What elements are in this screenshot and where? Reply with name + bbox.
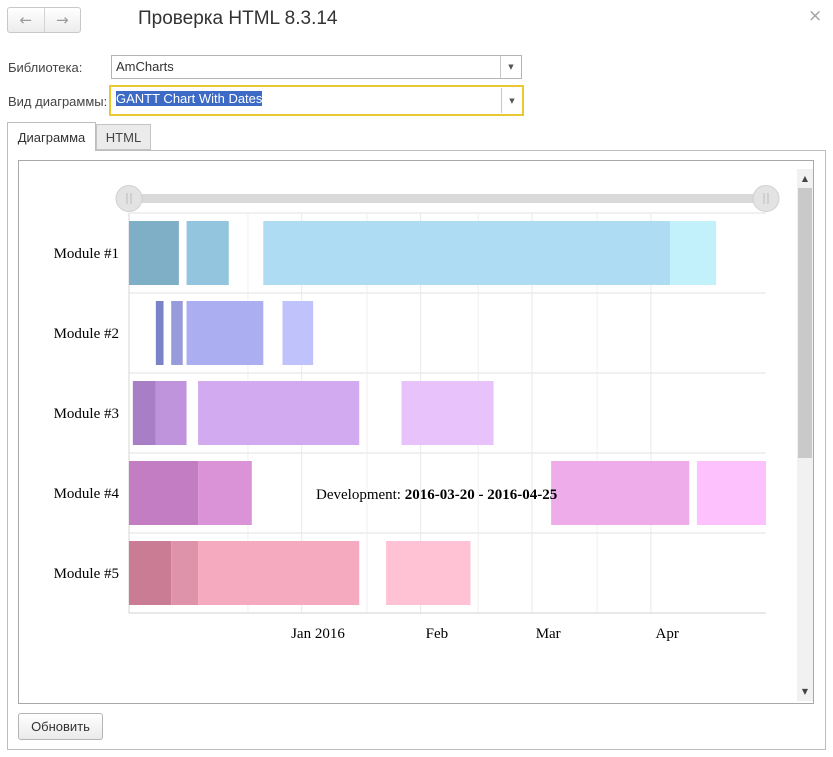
gantt-bar[interactable] bbox=[282, 301, 314, 365]
chart-type-label: Вид диаграммы: bbox=[8, 94, 108, 109]
close-icon[interactable]: × bbox=[808, 6, 823, 26]
navigation-buttons: ← → bbox=[7, 7, 81, 33]
gantt-bar[interactable] bbox=[171, 541, 199, 605]
chart-container: Module #1 Module #2 Module #3 Module #4 Modu… bbox=[18, 160, 814, 704]
gantt-bar[interactable] bbox=[155, 301, 164, 365]
forward-icon[interactable]: → bbox=[43, 8, 81, 32]
scroll-up-icon[interactable]: ▲ bbox=[801, 174, 809, 183]
chevron-down-icon[interactable]: ▼ bbox=[501, 88, 522, 113]
gantt-bar[interactable] bbox=[129, 461, 199, 525]
category-label: Module #2 bbox=[54, 326, 119, 342]
category-label: Module #4 bbox=[54, 486, 120, 502]
gantt-bar[interactable] bbox=[696, 461, 766, 525]
tab-diagram[interactable]: Диаграмма bbox=[7, 122, 96, 151]
chart-type-value: GANTT Chart With Dates bbox=[116, 91, 263, 106]
gantt-bar[interactable] bbox=[186, 301, 264, 365]
tab-html[interactable]: HTML bbox=[96, 124, 151, 150]
x-tick-label: Jan 2016 bbox=[291, 626, 345, 642]
x-tick-label: Apr bbox=[655, 626, 678, 642]
gantt-bar[interactable] bbox=[132, 381, 156, 445]
gantt-bar[interactable] bbox=[155, 381, 187, 445]
scrollbar-left-grip[interactable] bbox=[115, 185, 143, 212]
gantt-bar[interactable] bbox=[670, 221, 717, 285]
gantt-bar[interactable] bbox=[198, 381, 360, 445]
gantt-chart: Module #1 Module #2 Module #3 Module #4 Modu… bbox=[54, 185, 780, 642]
chart-type-select[interactable]: GANTT Chart With Dates ▼ bbox=[109, 85, 524, 116]
library-value: AmCharts bbox=[116, 59, 174, 74]
back-icon[interactable]: ← bbox=[19, 11, 33, 29]
vertical-scrollbar[interactable]: ▲ ▼ bbox=[797, 169, 813, 701]
gantt-bar[interactable] bbox=[198, 541, 360, 605]
gantt-bar[interactable] bbox=[401, 381, 494, 445]
gantt-bar[interactable] bbox=[186, 221, 229, 285]
gantt-bar[interactable] bbox=[171, 301, 183, 365]
category-label: Module #5 bbox=[54, 566, 119, 582]
library-label: Библиотека: bbox=[8, 60, 83, 75]
gantt-bar[interactable] bbox=[263, 221, 671, 285]
category-label: Module #3 bbox=[54, 406, 119, 422]
scroll-down-icon[interactable]: ▼ bbox=[801, 687, 809, 696]
gantt-bar[interactable] bbox=[129, 221, 179, 285]
chart-scrollbar-track[interactable] bbox=[129, 194, 766, 203]
library-select[interactable]: AmCharts ▼ bbox=[111, 55, 522, 79]
x-tick-label: Mar bbox=[536, 626, 561, 642]
tooltip-label: Development: 2016-03-20 - 2016-04-25 bbox=[316, 487, 557, 503]
x-tick-label: Feb bbox=[426, 626, 449, 642]
gantt-bar[interactable] bbox=[551, 461, 690, 525]
window-title: Проверка HTML 8.3.14 bbox=[138, 8, 338, 29]
chevron-down-icon[interactable]: ▼ bbox=[500, 56, 521, 78]
refresh-button[interactable]: Обновить bbox=[18, 713, 103, 740]
gantt-bar[interactable] bbox=[129, 541, 172, 605]
scrollbar-thumb[interactable] bbox=[798, 188, 812, 458]
scrollbar-right-grip[interactable] bbox=[752, 185, 780, 212]
gantt-bar[interactable] bbox=[386, 541, 471, 605]
gantt-bar[interactable] bbox=[198, 461, 252, 525]
category-label: Module #1 bbox=[54, 246, 119, 262]
